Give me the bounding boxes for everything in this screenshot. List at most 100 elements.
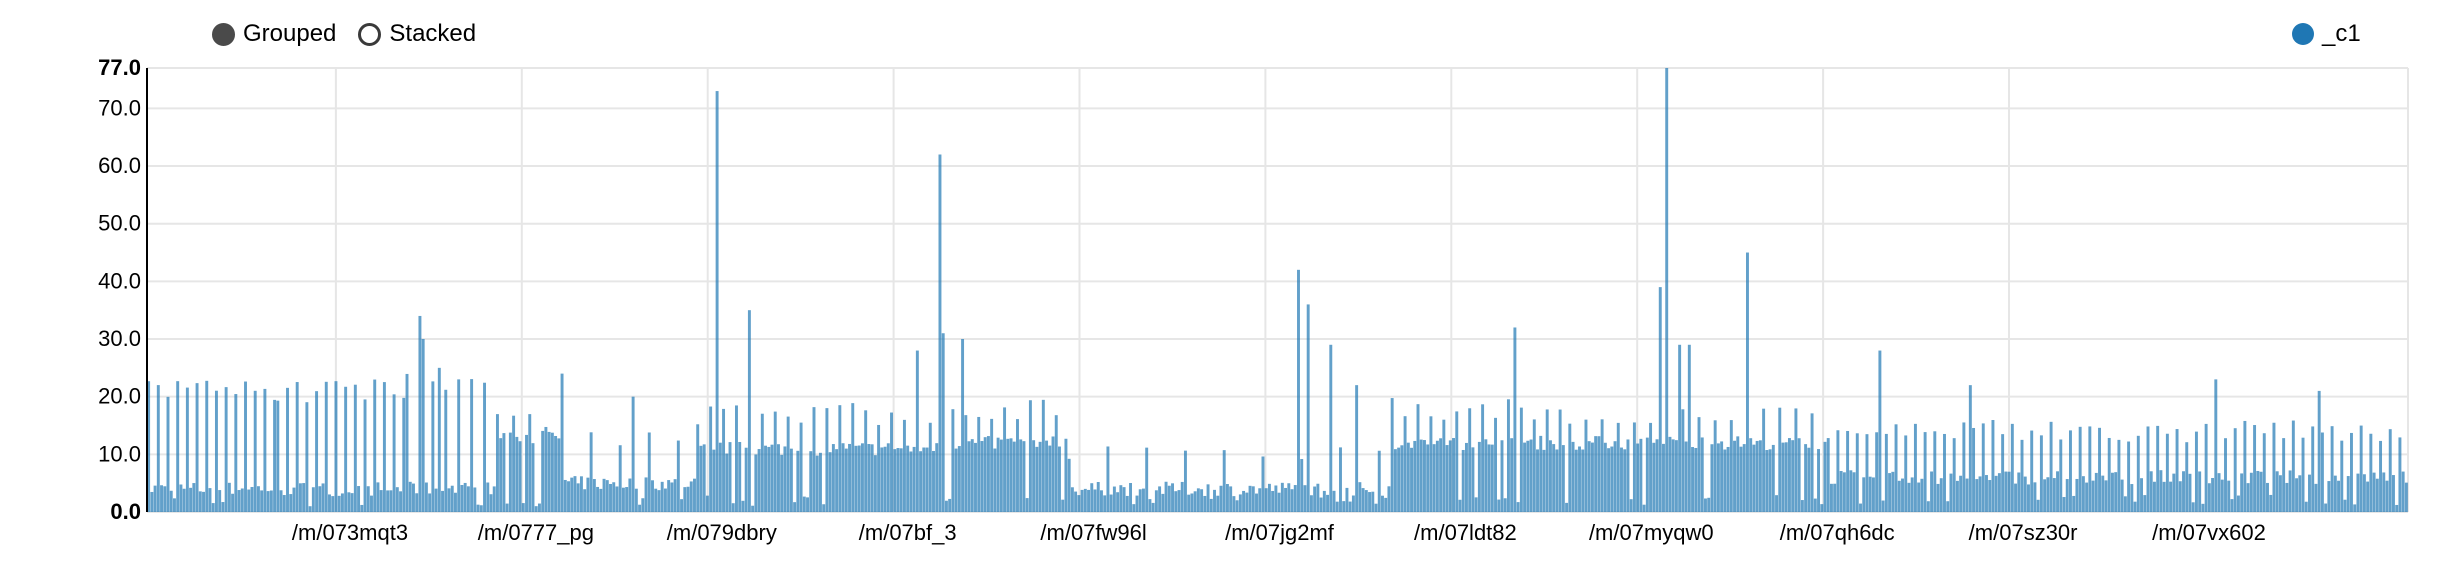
bar[interactable] (1636, 443, 1640, 512)
bar[interactable] (483, 382, 486, 512)
bar[interactable] (550, 432, 554, 512)
bar[interactable] (1623, 449, 1627, 512)
bar[interactable] (2350, 432, 2353, 512)
bar[interactable] (2049, 421, 2053, 512)
bar[interactable] (2023, 476, 2027, 512)
bar[interactable] (618, 445, 622, 512)
bar[interactable] (389, 490, 393, 512)
bar[interactable] (599, 488, 603, 512)
bar[interactable] (424, 482, 428, 512)
bar[interactable] (2007, 471, 2011, 512)
bar[interactable] (996, 437, 1000, 512)
bar[interactable] (2220, 479, 2224, 512)
bar[interactable] (1203, 495, 1207, 512)
bar[interactable] (1613, 441, 1617, 512)
grouped-radio-icon[interactable] (212, 22, 235, 46)
bar[interactable] (886, 443, 890, 512)
bar[interactable] (657, 490, 661, 512)
bar[interactable] (841, 443, 845, 512)
bar[interactable] (505, 503, 509, 512)
bar[interactable] (2207, 483, 2211, 512)
bar[interactable] (625, 487, 629, 512)
bar[interactable] (289, 494, 293, 512)
bar[interactable] (2256, 470, 2260, 512)
bar[interactable] (1497, 499, 1501, 512)
bar[interactable] (1361, 488, 1365, 512)
bar[interactable] (318, 486, 322, 512)
bar[interactable] (1435, 440, 1439, 512)
bar[interactable] (363, 399, 367, 512)
bar[interactable] (1652, 442, 1656, 512)
bar[interactable] (941, 333, 945, 512)
bar[interactable] (654, 488, 658, 512)
bar[interactable] (1959, 475, 1963, 512)
bar[interactable] (1267, 483, 1271, 512)
bar[interactable] (899, 448, 903, 512)
bar[interactable] (1093, 489, 1097, 512)
bar[interactable] (295, 382, 299, 512)
bar[interactable] (2027, 484, 2030, 512)
bar[interactable] (2136, 435, 2140, 512)
bar[interactable] (712, 449, 716, 512)
bar[interactable] (563, 479, 567, 512)
bar[interactable] (780, 454, 784, 512)
bar[interactable] (1419, 439, 1423, 512)
bar[interactable] (718, 442, 722, 512)
bar[interactable] (1381, 495, 1384, 512)
bar[interactable] (2175, 429, 2179, 512)
bar[interactable] (1658, 287, 1662, 512)
bar[interactable] (1339, 447, 1342, 512)
bar[interactable] (576, 483, 580, 512)
bar[interactable] (2278, 475, 2282, 512)
bar[interactable] (1671, 439, 1675, 512)
bar[interactable] (1374, 503, 1378, 512)
bar[interactable] (2224, 438, 2227, 512)
bar[interactable] (1309, 495, 1313, 512)
bar[interactable] (1022, 441, 1026, 512)
bar[interactable] (1487, 444, 1491, 512)
legend-item-c1[interactable]: _c1 (2292, 20, 2361, 48)
bar[interactable] (253, 390, 257, 512)
bar[interactable] (521, 503, 525, 512)
bar[interactable] (1061, 499, 1065, 512)
bar[interactable] (1464, 442, 1468, 512)
bar[interactable] (1904, 435, 1908, 512)
bar[interactable] (722, 408, 726, 512)
bar[interactable] (1090, 483, 1094, 512)
bar[interactable] (883, 446, 887, 512)
bar[interactable] (1587, 441, 1591, 512)
bar[interactable] (1012, 441, 1016, 512)
bar[interactable] (1584, 419, 1588, 512)
bar[interactable] (909, 451, 913, 512)
bar[interactable] (1600, 419, 1604, 512)
bar[interactable] (1326, 494, 1330, 512)
bar[interactable] (428, 493, 432, 512)
bar[interactable] (447, 488, 451, 512)
bar[interactable] (1626, 439, 1630, 512)
bar[interactable] (208, 488, 212, 512)
bar[interactable] (1678, 344, 1682, 512)
bar[interactable] (1183, 450, 1187, 512)
bar[interactable] (986, 436, 990, 512)
bar[interactable] (1594, 436, 1598, 512)
bar[interactable] (919, 451, 923, 512)
bar[interactable] (1209, 498, 1213, 512)
bar[interactable] (2340, 440, 2344, 512)
bar[interactable] (615, 486, 619, 512)
bar[interactable] (1629, 499, 1633, 512)
bar[interactable] (1045, 440, 1049, 512)
bar[interactable] (2094, 472, 2098, 512)
bar[interactable] (1216, 495, 1220, 512)
bar[interactable] (1839, 471, 1843, 512)
bar[interactable] (831, 444, 835, 512)
bar[interactable] (2298, 475, 2302, 512)
bar[interactable] (1878, 350, 1882, 512)
bar[interactable] (1074, 491, 1078, 512)
bar[interactable] (2088, 426, 2092, 512)
bar[interactable] (912, 446, 916, 512)
bar[interactable] (1523, 442, 1527, 512)
bar[interactable] (1823, 441, 1827, 512)
bar[interactable] (715, 91, 719, 512)
bar[interactable] (873, 455, 877, 512)
bar[interactable] (957, 446, 961, 512)
